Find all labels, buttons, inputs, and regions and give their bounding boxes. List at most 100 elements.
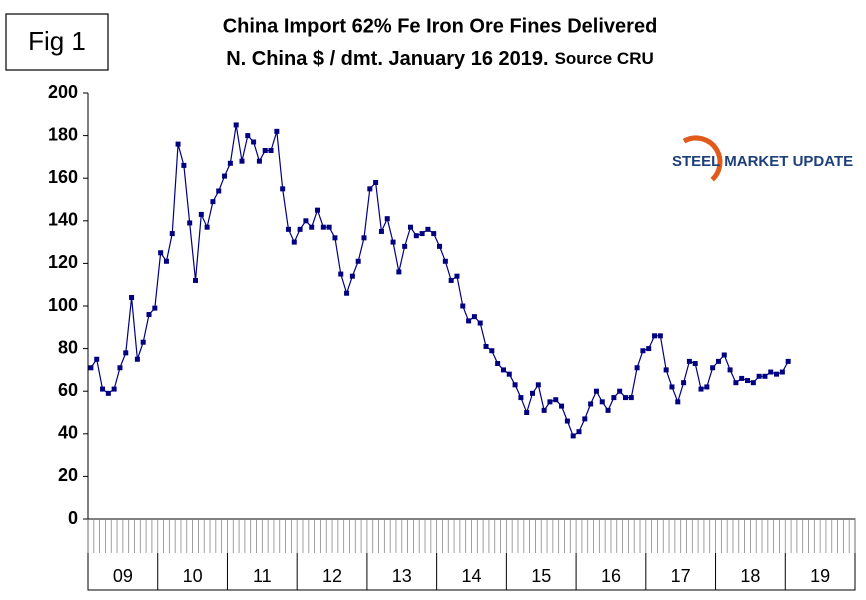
- point: [407, 224, 413, 230]
- point: [715, 358, 721, 364]
- point: [413, 233, 419, 239]
- point: [169, 231, 175, 237]
- point: [355, 258, 361, 264]
- chart-subtitle: N. China $ / dmt. January 16 2019.: [226, 48, 548, 70]
- y-tick-label: 60: [58, 380, 78, 400]
- point: [146, 312, 152, 318]
- point: [657, 333, 663, 339]
- point: [750, 380, 756, 386]
- point: [739, 375, 745, 381]
- y-tick-label: 160: [48, 167, 78, 187]
- point: [582, 416, 588, 422]
- point: [721, 352, 727, 358]
- point: [320, 224, 326, 230]
- point: [675, 399, 681, 405]
- point: [570, 433, 576, 439]
- x-group-label: 17: [671, 566, 691, 586]
- point: [280, 186, 286, 192]
- point: [198, 211, 204, 217]
- point: [698, 386, 704, 392]
- point: [628, 395, 634, 401]
- point: [442, 258, 448, 264]
- point: [291, 239, 297, 245]
- point: [692, 361, 698, 367]
- point: [756, 373, 762, 379]
- point: [227, 160, 233, 166]
- point: [344, 290, 350, 296]
- x-group-label: 11: [253, 566, 272, 586]
- point: [216, 188, 222, 194]
- point: [268, 148, 274, 154]
- point: [768, 369, 774, 375]
- chart-source: Source CRU: [555, 49, 654, 68]
- point: [384, 216, 390, 222]
- point: [599, 399, 605, 405]
- point: [100, 386, 106, 392]
- y-tick-label: 140: [48, 210, 78, 230]
- point: [506, 371, 512, 377]
- point: [727, 367, 733, 373]
- x-group-label: 14: [461, 566, 481, 586]
- point: [210, 199, 216, 205]
- point: [588, 401, 594, 407]
- point: [652, 333, 658, 339]
- point: [622, 395, 628, 401]
- point: [245, 133, 251, 139]
- point: [187, 220, 193, 226]
- point: [349, 273, 355, 279]
- x-group-label: 16: [601, 566, 621, 586]
- point: [204, 224, 210, 230]
- point: [309, 224, 315, 230]
- point: [402, 243, 408, 249]
- x-group-label: 13: [392, 566, 412, 586]
- point: [640, 348, 646, 354]
- point: [466, 318, 472, 324]
- point: [454, 273, 460, 279]
- point: [303, 218, 309, 224]
- point: [500, 367, 506, 373]
- point: [762, 373, 768, 379]
- point: [704, 384, 710, 390]
- point: [285, 226, 291, 232]
- point: [181, 162, 187, 168]
- point: [419, 231, 425, 237]
- point: [460, 303, 466, 309]
- y-tick-label: 100: [48, 295, 78, 315]
- point: [425, 226, 431, 232]
- point: [158, 250, 164, 256]
- point: [553, 397, 559, 403]
- point: [634, 365, 640, 371]
- y-tick-label: 20: [58, 465, 78, 485]
- point: [785, 358, 791, 364]
- point: [745, 378, 751, 384]
- point: [390, 239, 396, 245]
- point: [134, 356, 140, 362]
- point: [535, 382, 541, 388]
- point: [605, 407, 611, 413]
- point: [373, 179, 379, 185]
- y-tick-label: 200: [48, 82, 78, 102]
- point: [471, 314, 477, 320]
- point: [338, 271, 344, 277]
- point: [94, 356, 100, 362]
- x-group-label: 12: [322, 566, 342, 586]
- y-tick-label: 0: [68, 508, 78, 528]
- point: [431, 231, 437, 237]
- point: [448, 277, 454, 283]
- point: [123, 350, 129, 356]
- point: [251, 139, 257, 145]
- point: [315, 207, 321, 213]
- point: [367, 186, 373, 192]
- point: [495, 361, 501, 367]
- x-group-label: 19: [810, 566, 830, 586]
- figure-label: Fig 1: [28, 26, 86, 56]
- x-group-label: 09: [113, 566, 133, 586]
- point: [524, 410, 530, 415]
- y-tick-label: 120: [48, 252, 78, 272]
- point: [512, 382, 518, 388]
- logo: STEEL MARKET UPDATE: [669, 135, 853, 189]
- point: [105, 390, 111, 396]
- point: [378, 228, 384, 234]
